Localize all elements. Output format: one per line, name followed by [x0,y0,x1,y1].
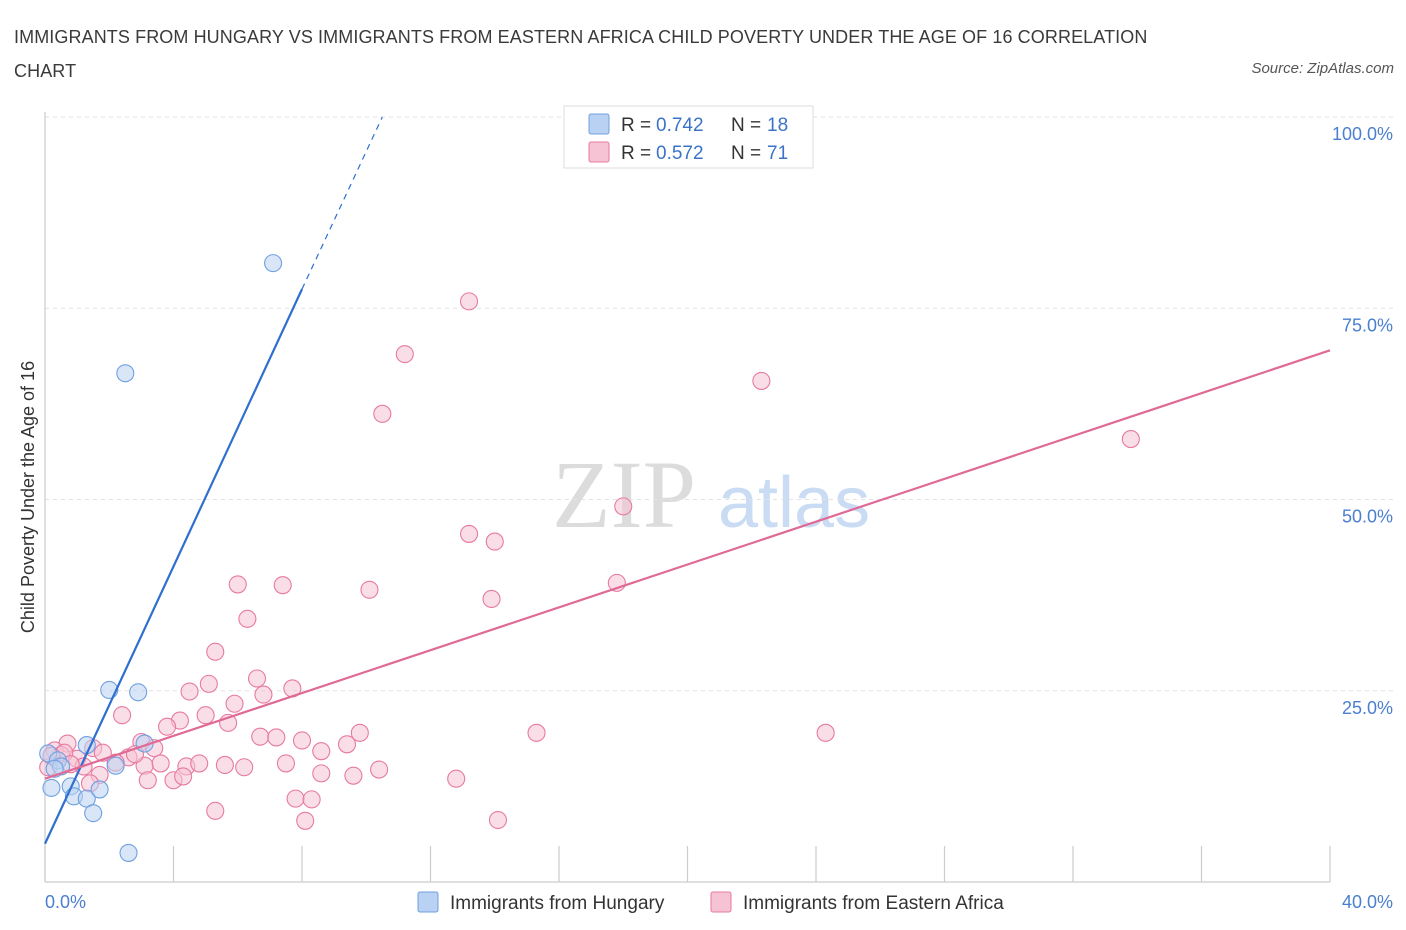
eastern-africa-point [113,706,132,725]
eastern-africa-point [206,642,225,661]
x-tick-label-max: 40.0% [1342,892,1393,912]
eastern-africa-point [190,754,209,773]
eastern-africa-point [273,576,292,595]
gridlines [45,116,1393,692]
hungary-trend-line [44,288,303,845]
chart-title: IMMIGRANTS FROM HUNGARY VS IMMIGRANTS FR… [14,27,1148,81]
correlation-legend: R = 0.742 N = 18 R = 0.572 N = 71 [563,105,814,169]
eastern-africa-point [614,497,633,516]
eastern-africa-point [296,811,315,830]
eastern-africa-point [225,694,244,713]
legend-africa-r-label: R = [621,143,651,164]
source-label: Source: ZipAtlas.com [1251,60,1394,77]
y-tick-label: 75.0% [1342,315,1393,335]
legend-swatch-hungary [588,113,610,135]
hungary-point [90,780,109,799]
eastern-africa-point [180,682,199,701]
eastern-africa-point [360,580,379,599]
legend-africa-n-value: 71 [767,143,788,164]
hungary-point [116,364,135,383]
eastern-africa-point [235,758,254,777]
legend-africa-r-value: 0.572 [656,143,704,164]
eastern-africa-point [138,771,157,790]
eastern-africa-point [158,717,177,736]
eastern-africa-point [247,669,267,688]
eastern-africa-point [527,723,546,742]
hungary-trend-extension [301,116,383,290]
eastern-africa-point [238,609,257,628]
watermark-zip: ZIP [552,441,696,548]
eastern-africa-point [485,532,504,551]
x-tick-label-min: 0.0% [45,892,86,912]
eastern-africa-point [292,731,312,750]
eastern-africa-point [302,790,321,809]
legend-africa-n-label: N = [731,143,761,164]
eastern-africa-point [286,789,305,808]
hungary-point [119,843,138,862]
hungary-point [129,683,148,702]
eastern-africa-point [276,754,295,773]
eastern-africa-point [206,801,225,820]
eastern-africa-point [350,723,369,742]
eastern-africa-points [39,292,1140,830]
eastern-africa-point [337,735,357,754]
legend-swatch-eastern-africa [588,141,610,163]
trend-lines [44,116,1331,845]
y-tick-label: 100.0% [1332,124,1393,144]
eastern-africa-point [254,685,273,704]
eastern-africa-point [199,674,218,693]
bottom-legend-swatch-hungary [417,891,439,913]
hungary-point [42,778,61,797]
eastern-africa-point [1121,430,1140,449]
eastern-africa-point [395,345,414,364]
eastern-africa-point [447,769,466,788]
bottom-legend-swatch-eastern-africa [710,891,732,913]
eastern-africa-point [752,371,771,390]
eastern-africa-point [312,764,331,783]
hungary-points [39,254,283,862]
bottom-legend-eastern-africa: Immigrants from Eastern Africa [743,893,1004,914]
hungary-point [106,756,125,775]
hungary-point [264,254,283,273]
y-axis-label: Child Poverty Under the Age of 16 [18,361,38,633]
series-legend: Immigrants from Hungary Immigrants from … [417,891,1004,914]
eastern-africa-point [228,575,247,594]
hungary-point [84,804,103,823]
eastern-africa-point [312,742,331,761]
legend-hungary-r-value: 0.742 [656,115,704,136]
legend-hungary-n-value: 18 [767,115,788,136]
eastern-africa-point [267,728,286,747]
eastern-africa-point [344,766,363,785]
eastern-africa-point [459,524,479,543]
eastern-africa-point [215,755,234,775]
eastern-africa-point [488,810,508,830]
x-axis-ticks [44,846,1331,882]
eastern-africa-point [816,723,835,742]
eastern-africa-point [373,404,392,423]
eastern-africa-point [482,589,501,609]
eastern-africa-point [196,706,215,725]
eastern-africa-point [151,754,170,773]
y-tick-label: 25.0% [1342,698,1393,718]
watermark-atlas: atlas [718,463,870,543]
y-tick-label: 50.0% [1342,507,1393,527]
legend-hungary-n-label: N = [731,115,761,136]
bottom-legend-hungary: Immigrants from Hungary [450,893,665,914]
y-tick-labels: 25.0% 50.0% 75.0% 100.0% [1332,124,1393,718]
legend-hungary-r-label: R = [621,115,651,136]
eastern-africa-point [459,292,479,311]
eastern-africa-point [370,760,389,779]
eastern-africa-point [174,767,193,786]
eastern-africa-trend-line [44,349,1331,780]
eastern-africa-point [251,727,270,746]
